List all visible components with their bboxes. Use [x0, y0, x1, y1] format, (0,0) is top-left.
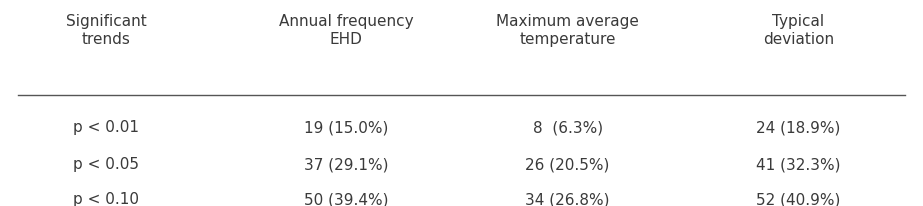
Text: Significant
trends: Significant trends — [66, 14, 147, 47]
Text: p < 0.10: p < 0.10 — [73, 192, 139, 206]
Text: 52 (40.9%): 52 (40.9%) — [756, 192, 841, 206]
Text: 19 (15.0%): 19 (15.0%) — [304, 120, 389, 135]
Text: p < 0.01: p < 0.01 — [73, 120, 139, 135]
Text: p < 0.05: p < 0.05 — [73, 157, 139, 172]
Text: 24 (18.9%): 24 (18.9%) — [756, 120, 841, 135]
Text: 41 (32.3%): 41 (32.3%) — [756, 157, 841, 172]
Text: 26 (20.5%): 26 (20.5%) — [525, 157, 610, 172]
Text: 8  (6.3%): 8 (6.3%) — [533, 120, 603, 135]
Text: Annual frequency
EHD: Annual frequency EHD — [279, 14, 414, 47]
Text: 37 (29.1%): 37 (29.1%) — [304, 157, 389, 172]
Text: Maximum average
temperature: Maximum average temperature — [497, 14, 639, 47]
Text: 34 (26.8%): 34 (26.8%) — [525, 192, 610, 206]
Text: Typical
deviation: Typical deviation — [762, 14, 834, 47]
Text: 50 (39.4%): 50 (39.4%) — [304, 192, 389, 206]
